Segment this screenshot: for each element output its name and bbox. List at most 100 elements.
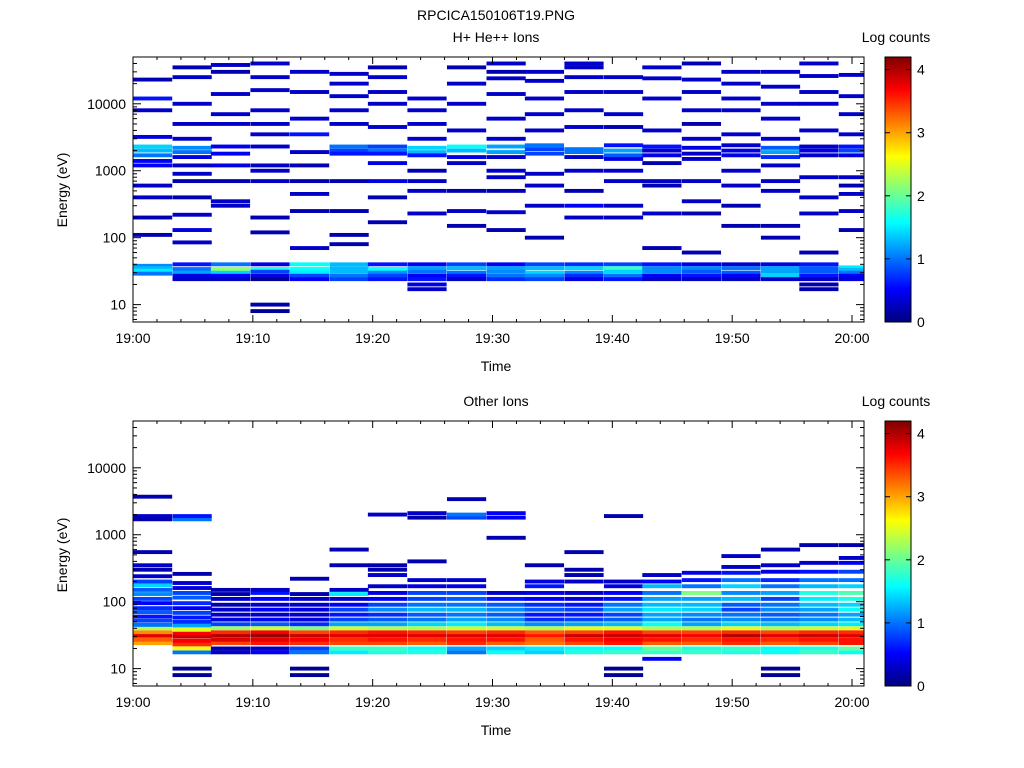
heatmap-cell	[642, 602, 682, 607]
heatmap-cell	[564, 637, 604, 642]
heatmap-cell	[642, 607, 682, 612]
heatmap-cell	[642, 626, 682, 631]
heatmap-cell	[721, 266, 761, 271]
heatmap-cell	[642, 65, 682, 70]
heatmap-cell	[603, 143, 644, 148]
y-axis-label: Energy (eV)	[54, 153, 70, 228]
heatmap-cell	[172, 145, 212, 150]
heatmap-cell	[210, 646, 251, 651]
heatmap-cell	[172, 646, 212, 651]
heatmap-cell	[133, 195, 173, 200]
heatmap-cell	[721, 554, 761, 559]
heatmap-cell	[133, 587, 173, 592]
heatmap-cell	[367, 125, 408, 129]
heatmap-cell	[133, 134, 173, 139]
x-tick-label: 19:20	[355, 330, 390, 346]
heatmap-cell	[289, 646, 330, 651]
heatmap-cell	[172, 571, 212, 576]
heatmap-cell	[210, 630, 251, 635]
heatmap-cell	[838, 267, 864, 272]
heatmap-cell	[838, 596, 864, 601]
heatmap-cell	[486, 269, 526, 274]
heatmap-cell	[329, 596, 369, 601]
heatmap-cell	[329, 587, 369, 592]
heatmap-cell	[838, 612, 864, 617]
heatmap-cell	[642, 179, 682, 184]
heatmap-cell	[486, 641, 526, 646]
heatmap-cell	[210, 199, 251, 204]
heatmap-cell	[446, 273, 487, 278]
heatmap-cell	[210, 203, 251, 208]
heatmap-cell	[329, 269, 369, 274]
heatmap-cell	[721, 626, 761, 631]
heatmap-cell	[721, 143, 761, 148]
heatmap-cell	[642, 211, 682, 216]
heatmap-cell	[289, 602, 330, 607]
heatmap-cell	[838, 112, 864, 117]
heatmap-cell	[210, 641, 251, 646]
heatmap-cell	[603, 157, 644, 161]
heatmap-cell	[486, 136, 526, 141]
heatmap-cell	[760, 630, 801, 635]
plot-frame	[132, 420, 865, 687]
colorbar-gradient	[884, 420, 912, 687]
heatmap-cell	[799, 612, 839, 617]
y-axis-label: Energy (eV)	[54, 518, 70, 593]
heatmap-cell	[329, 641, 369, 646]
heatmap-cell	[642, 76, 682, 81]
heatmap-cell	[603, 514, 644, 519]
colorbar-tick-label: 1	[917, 615, 925, 631]
y-tick-label: 10	[110, 297, 126, 313]
heatmap-cell	[407, 602, 447, 607]
heatmap-cell	[838, 270, 864, 275]
heatmap-cell	[838, 277, 864, 282]
heatmap-cell	[210, 650, 251, 655]
heatmap-cell	[486, 650, 526, 655]
heatmap-cell	[329, 81, 369, 86]
heatmap-cell	[407, 287, 447, 292]
heatmap-cell	[329, 179, 369, 184]
heatmap-cell	[838, 192, 864, 196]
heatmap-cell	[642, 573, 682, 577]
heatmap-cell	[799, 591, 839, 595]
heatmap-cell	[367, 650, 408, 655]
heatmap-cell	[799, 175, 839, 180]
heatmap-cell	[210, 612, 251, 617]
heatmap-cell	[289, 163, 330, 168]
heatmap-cell	[642, 633, 682, 638]
colorbar-label: Log counts	[862, 393, 931, 409]
heatmap-cell	[642, 144, 682, 149]
heatmap-cell	[172, 75, 212, 80]
heatmap-cell	[250, 215, 290, 220]
heatmap-cell	[681, 108, 722, 113]
heatmap-cell	[289, 637, 330, 642]
heatmap-cell	[838, 630, 864, 635]
heatmap-cell	[838, 175, 864, 180]
heatmap-cell	[407, 269, 447, 274]
heatmap-cell	[681, 262, 722, 267]
heatmap-cell	[642, 637, 682, 642]
heatmap-cell	[838, 622, 864, 627]
heatmap-cell	[367, 641, 408, 646]
heatmap-cell	[250, 626, 290, 631]
heatmap-cell	[210, 626, 251, 631]
heatmap-cell	[760, 578, 801, 583]
heatmap-cell	[446, 626, 487, 631]
heatmap-cell	[407, 96, 447, 101]
heatmap-cell	[367, 612, 408, 617]
heatmap-cell	[799, 128, 839, 133]
heatmap-cell	[250, 646, 290, 651]
heatmap-cell	[250, 630, 290, 635]
heatmap-cell	[603, 607, 644, 612]
heatmap-cell	[721, 637, 761, 642]
heatmap-cell	[603, 617, 644, 622]
heatmap-cell	[799, 596, 839, 601]
heatmap-cell	[446, 188, 487, 193]
heatmap-cell	[446, 81, 487, 86]
heatmap-cell	[486, 266, 526, 271]
heatmap-cell	[799, 273, 839, 278]
heatmap-cell	[642, 262, 682, 267]
heatmap-cell	[799, 195, 839, 200]
heatmap-cell	[524, 270, 565, 275]
heatmap-cell	[642, 148, 682, 153]
